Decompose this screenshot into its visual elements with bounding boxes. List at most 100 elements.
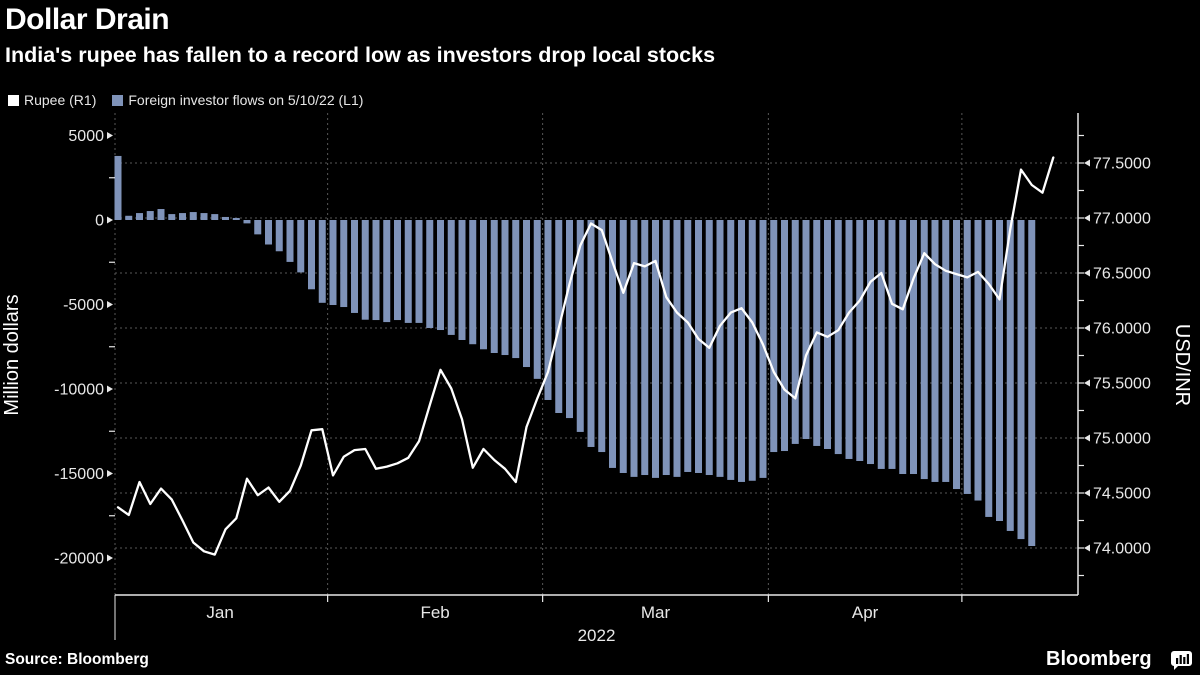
svg-text:Mar: Mar xyxy=(641,603,671,622)
flow-bar xyxy=(533,220,541,379)
svg-text:77.5000: 77.5000 xyxy=(1093,156,1151,173)
flow-bar xyxy=(297,220,305,273)
flow-bar xyxy=(136,213,143,220)
flow-bar xyxy=(372,220,380,321)
flow-bar xyxy=(286,220,294,262)
flow-bar xyxy=(942,220,950,482)
flow-bar xyxy=(727,220,735,480)
svg-text:76.0000: 76.0000 xyxy=(1093,321,1151,338)
flow-bar xyxy=(877,220,885,469)
flow-bar xyxy=(695,220,702,473)
flow-bar xyxy=(1028,220,1036,547)
flow-bar xyxy=(329,220,337,306)
flow-bar xyxy=(437,220,444,331)
legend-item-rupee: Rupee (R1) xyxy=(8,92,96,108)
flow-bar xyxy=(963,220,971,494)
flow-bar xyxy=(1017,220,1025,540)
svg-text:-20000: -20000 xyxy=(54,551,104,568)
flow-bar xyxy=(996,220,1003,521)
svg-text:76.5000: 76.5000 xyxy=(1093,266,1151,283)
flow-bar xyxy=(791,220,799,444)
flow-bar xyxy=(340,220,348,308)
flow-bar xyxy=(469,220,477,345)
flow-bar xyxy=(652,220,659,478)
flow-bar xyxy=(168,214,176,220)
flow-bar xyxy=(275,220,283,252)
flows-swatch-icon xyxy=(112,94,124,106)
flow-bar xyxy=(576,220,584,432)
gridlines xyxy=(114,113,1078,595)
svg-text:Jan: Jan xyxy=(206,603,233,622)
flow-bar xyxy=(888,220,896,469)
svg-text:0: 0 xyxy=(95,213,104,230)
svg-text:74.0000: 74.0000 xyxy=(1093,541,1151,558)
flow-bar xyxy=(630,220,638,477)
flow-bar xyxy=(910,220,917,475)
flow-bar xyxy=(243,220,251,224)
svg-text:-15000: -15000 xyxy=(54,466,104,483)
flow-bar xyxy=(157,209,165,220)
flow-bar xyxy=(834,220,842,455)
flow-bar xyxy=(361,220,369,320)
flow-bar xyxy=(931,220,939,482)
flow-bar xyxy=(974,220,982,501)
svg-text:5000: 5000 xyxy=(68,128,104,145)
flow-bar xyxy=(856,220,864,461)
flow-bar xyxy=(566,220,573,419)
flow-bar xyxy=(254,220,262,235)
svg-text:USD/INR: USD/INR xyxy=(1171,324,1193,406)
flow-bar xyxy=(1006,220,1014,531)
flow-bar xyxy=(716,220,724,477)
flow-bar xyxy=(684,220,692,472)
flow-bar xyxy=(447,220,455,335)
flow-bar xyxy=(501,220,509,356)
flow-bar xyxy=(738,220,745,482)
flow-bar xyxy=(781,220,788,452)
flow-bar xyxy=(845,220,853,459)
flow-bar xyxy=(953,220,960,490)
flow-bar xyxy=(587,220,595,447)
flow-bar xyxy=(512,220,520,359)
flow-bar xyxy=(351,220,358,313)
flow-bar xyxy=(802,220,810,440)
flow-bar xyxy=(770,220,778,453)
source-label: Source: Bloomberg xyxy=(5,651,149,668)
flow-bar xyxy=(619,220,627,473)
flow-bar xyxy=(490,220,498,354)
bloomberg-logo-icon xyxy=(1171,651,1192,670)
chart-subtitle: India's rupee has fallen to a record low… xyxy=(5,43,716,67)
flow-bar xyxy=(146,211,154,220)
flow-bar xyxy=(458,220,466,340)
flow-bar xyxy=(232,217,240,220)
flow-bar xyxy=(265,220,272,245)
flow-bar xyxy=(609,220,616,468)
flow-bar xyxy=(318,220,326,303)
page-title: Dollar Drain xyxy=(5,3,170,36)
flow-bar xyxy=(523,220,530,368)
legend-label-flows: Foreign investor flows on 5/10/22 (L1) xyxy=(128,92,364,108)
flow-bar xyxy=(394,220,401,321)
flow-bar xyxy=(480,220,487,350)
flow-bar xyxy=(211,214,219,220)
flow-bar xyxy=(179,213,186,220)
legend: Rupee (R1) Foreign investor flows on 5/1… xyxy=(8,92,363,108)
right-axis: 77.5000 77.0000 76.5000 76.0000 75.5000 75.00… xyxy=(1078,134,1193,577)
flow-bar xyxy=(867,220,874,465)
flow-bar xyxy=(641,220,649,476)
flow-bar xyxy=(200,213,208,220)
svg-text:Feb: Feb xyxy=(420,603,449,622)
flow-bar xyxy=(985,220,993,517)
legend-item-flows: Foreign investor flows on 5/10/22 (L1) xyxy=(112,92,363,108)
flow-bar xyxy=(544,220,552,400)
flow-bar xyxy=(189,212,197,220)
left-axis: 5000 0 -5000 -10000 -15000 -20000 Million doll… xyxy=(1,128,115,568)
flow-bar xyxy=(662,220,670,476)
svg-text:77.0000: 77.0000 xyxy=(1093,211,1151,228)
svg-text:Apr: Apr xyxy=(852,603,879,622)
svg-text:2022: 2022 xyxy=(578,626,616,645)
flow-bar xyxy=(899,220,907,475)
legend-label-rupee: Rupee (R1) xyxy=(24,92,97,108)
svg-text:-5000: -5000 xyxy=(63,297,104,314)
x-axis-labels: Jan Feb Mar Apr 2022 xyxy=(206,603,878,645)
